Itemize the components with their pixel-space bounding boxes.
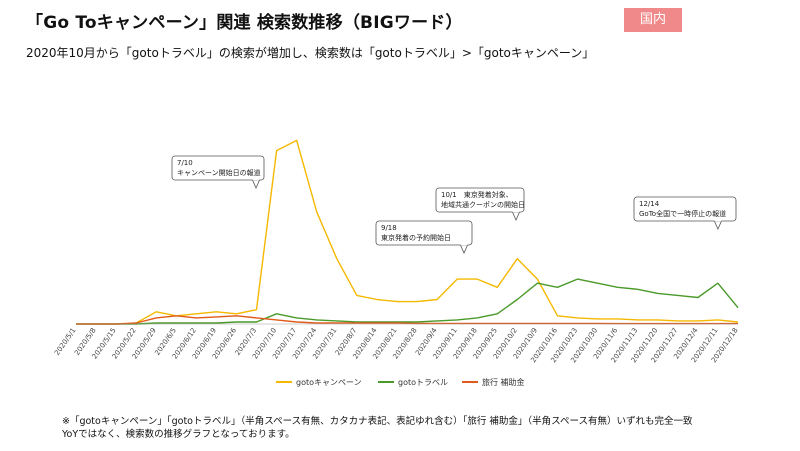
series-line-2: [76, 315, 738, 325]
annotation-date: 9/18: [381, 224, 397, 232]
series-line-1: [76, 278, 739, 325]
page-title: 「Go Toキャンペーン」関連 検索数推移（BIGワード）: [26, 13, 463, 33]
annotation-text: 東京発着の予約開始日: [381, 233, 451, 242]
annotation-date: 12/14: [639, 200, 660, 208]
annotation-text: 地域共通クーポンの開始日: [441, 200, 525, 209]
annotation-callout: 10/1 東京発着対象、地域共通クーポンの開始日: [435, 187, 525, 221]
region-badge: 国内: [624, 8, 682, 32]
legend-label: gotoトラベル: [398, 378, 448, 387]
legend-label: gotoキャンペーン: [296, 378, 362, 387]
footnote-line-1: ※「gotoキャンペーン」「gotoトラベル」（半角スペース有無、カタカナ表記、…: [62, 416, 693, 427]
page-subtitle: 2020年10月から「gotoトラベル」の検索が増加し、検索数は「gotoトラベ…: [26, 46, 595, 60]
annotation-date: 10/1 東京発着対象、: [441, 190, 513, 199]
annotation-date: 7/10: [177, 159, 193, 167]
annotation-text: キャンペーン開始日の報道: [177, 168, 261, 177]
series-line-0: [76, 139, 739, 325]
annotation-text: GoTo全国で一時停止の報道: [639, 209, 726, 218]
legend-label: 旅行 補助金: [482, 377, 525, 387]
footnote-line-2: YoYではなく、検索数の推移グラフとなっております。: [62, 429, 295, 440]
